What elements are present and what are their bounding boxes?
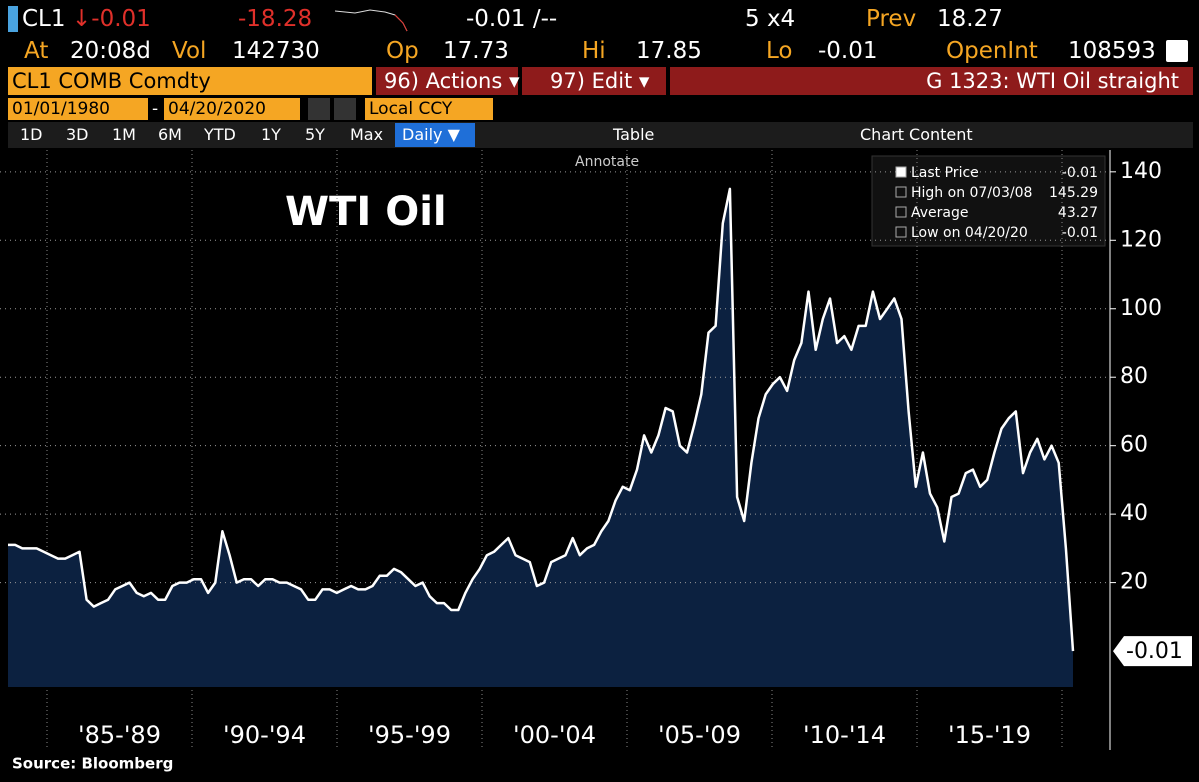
x-tick-label: '05-'09 [658, 721, 741, 749]
legend-value: -0.01 [1062, 165, 1098, 181]
graph-bar [670, 67, 1193, 95]
y-tick-label: 40 [1120, 501, 1148, 526]
graph-title: G 1323: WTI Oil straight [926, 69, 1179, 93]
at-label: At [24, 38, 49, 64]
edit-button[interactable] [522, 67, 666, 95]
bid-ask: -0.01 /-- [466, 6, 558, 32]
range-button[interactable]: 5Y [305, 125, 325, 144]
source: Source: Bloomberg [12, 755, 173, 773]
y-tick-label: 20 [1120, 570, 1148, 595]
op: 17.73 [443, 38, 509, 64]
oi: 108593 [1068, 38, 1156, 64]
range-button[interactable]: 1M [112, 125, 136, 144]
legend-value: 145.29 [1049, 185, 1098, 201]
hi: 17.85 [636, 38, 702, 64]
x-tick-label: '10-'14 [803, 721, 886, 749]
op-label: Op [386, 38, 419, 64]
legend-label: High on 07/03/08 [911, 185, 1032, 201]
frequency-button[interactable] [395, 123, 475, 147]
chart: WTI Oil Source: Bloomberg '85-'89 '90-'94… [0, 150, 1192, 773]
y-tick-label: 120 [1120, 227, 1162, 252]
x-tick-label: '15-'19 [948, 721, 1031, 749]
legend-value: -0.01 [1062, 225, 1098, 241]
end-date: 04/20/2020 [168, 99, 266, 119]
hi-label: Hi [582, 38, 606, 64]
range-button[interactable]: Max [350, 125, 384, 144]
table-button[interactable]: Table [613, 125, 655, 144]
x-tick-label: '95-'99 [368, 721, 451, 749]
legend-icon [895, 226, 907, 238]
lo: -0.01 [818, 38, 878, 64]
next-button[interactable] [334, 98, 356, 120]
start-date: 01/01/1980 [12, 99, 110, 119]
legend-label: Average [911, 205, 969, 221]
legend-value: 43.27 [1058, 205, 1098, 221]
vol: 142730 [232, 38, 320, 64]
range-button[interactable]: 6M [158, 125, 182, 144]
frequency: Daily ▼ [402, 125, 460, 144]
actions-button[interactable] [376, 67, 518, 95]
y-tick-label: 80 [1120, 364, 1148, 389]
range-button[interactable]: 1Y [261, 125, 281, 144]
legend-icon [895, 186, 907, 198]
oi-label: OpenInt [946, 38, 1038, 64]
legend-label: Low on 04/20/20 [911, 225, 1028, 241]
change: ↓-0.01 [72, 6, 151, 32]
actions: 96) Actions ▾ [384, 69, 520, 93]
time: 20:08d [70, 38, 151, 64]
legend-icon [895, 206, 907, 218]
x-tick-label: '90-'94 [223, 721, 306, 749]
pct-change: -18.28 [238, 6, 313, 32]
x-tick-label: '00-'04 [513, 721, 596, 749]
range-button[interactable]: 3D [66, 125, 89, 144]
annotate-button[interactable]: Annotate [575, 154, 640, 170]
y-tick-label: 140 [1120, 159, 1162, 184]
legend-label: Last Price [911, 165, 979, 181]
last-price-tag [1113, 636, 1192, 667]
security: CL1 COMB Comdty [12, 69, 211, 93]
chart-content-button[interactable]: Chart Content [860, 125, 973, 144]
ticker-marker [8, 6, 18, 32]
legend-icon [895, 166, 907, 178]
start-date-box[interactable] [8, 98, 148, 120]
range-button[interactable]: 1D [20, 125, 43, 144]
chart-title: WTI Oil [285, 189, 447, 235]
lo-label: Lo [766, 38, 793, 64]
legend-box [871, 155, 1106, 247]
currency-box[interactable] [365, 98, 493, 120]
toolbar [8, 122, 1193, 148]
price-line [8, 187, 1075, 652]
sparkline [335, 9, 408, 32]
end-date-box[interactable] [164, 98, 300, 120]
security-box[interactable] [8, 67, 372, 95]
edit: 97) Edit ▾ [550, 69, 650, 93]
area-fill [8, 188, 1073, 687]
x-tick-label: '85-'89 [78, 721, 161, 749]
last-price-label: -0.01 [1126, 639, 1183, 664]
prev: 18.27 [937, 6, 1003, 32]
y-tick-label: 100 [1120, 296, 1162, 321]
size: 5 x4 [745, 6, 796, 32]
prev-button[interactable] [308, 98, 330, 120]
vol-label: Vol [172, 38, 207, 64]
ticker: CL1 [22, 6, 66, 32]
prev-label: Prev [866, 6, 917, 32]
date-dash: - [152, 99, 159, 119]
currency: Local CCY [369, 99, 453, 119]
range-button[interactable]: YTD [204, 125, 236, 144]
export-button[interactable] [1166, 40, 1188, 62]
y-tick-label: 60 [1120, 433, 1148, 458]
